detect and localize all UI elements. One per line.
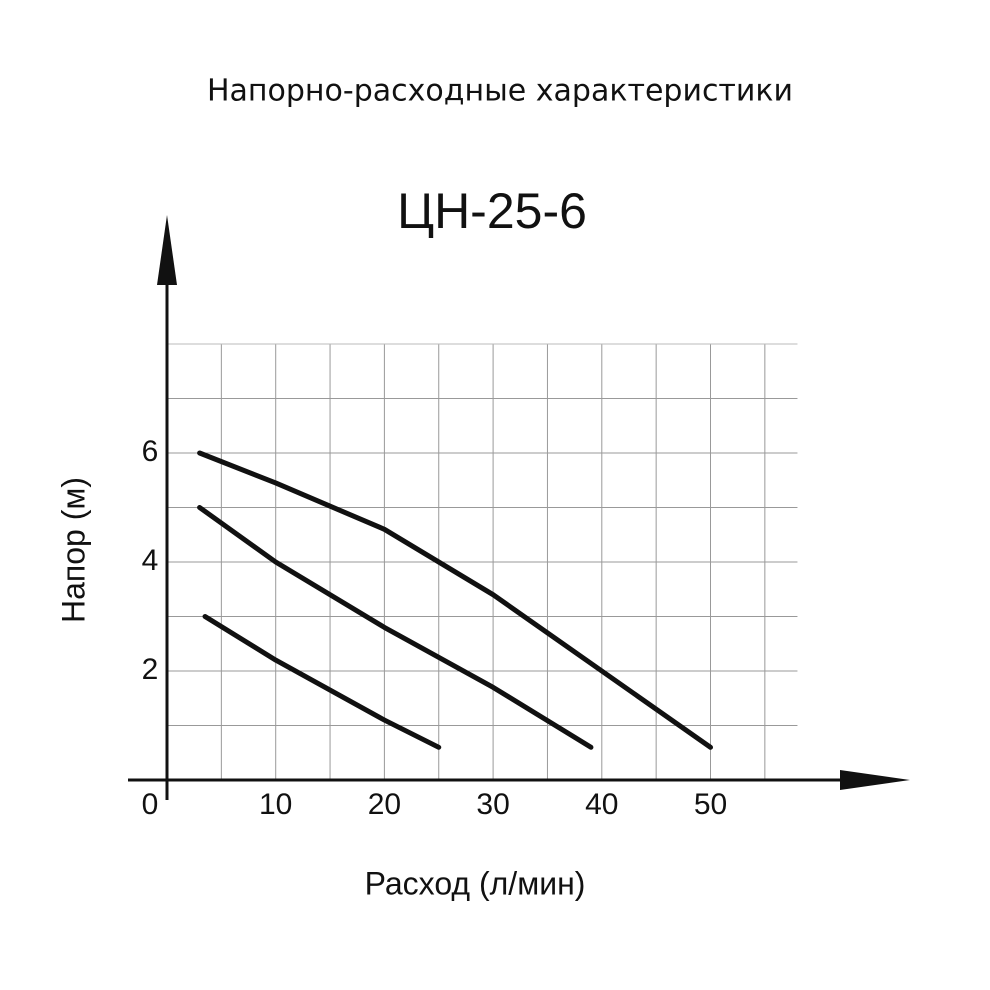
y-tick-label: 6 <box>142 435 159 468</box>
x-tick-label: 50 <box>694 788 727 821</box>
x-axis-label: Расход (л/мин) <box>365 865 586 901</box>
x-tick-label: 40 <box>585 788 618 821</box>
curve <box>202 614 442 750</box>
y-axis-label: Напор (м) <box>55 477 91 623</box>
x-tick-label: 30 <box>476 788 509 821</box>
curve <box>197 450 713 750</box>
chart-subtitle: ЦН-25-6 <box>397 183 587 239</box>
x-axis-arrow <box>840 770 910 790</box>
x-tick-label: 20 <box>368 788 401 821</box>
x-tick-label: 0 <box>142 788 159 821</box>
curve <box>197 505 594 750</box>
y-tick-label: 4 <box>142 544 159 577</box>
y-tick-label: 2 <box>142 653 159 686</box>
grid <box>167 343 798 780</box>
y-axis-arrow <box>157 215 177 285</box>
x-tick-label: 10 <box>259 788 292 821</box>
chart-title: Напорно-расходные характеристики <box>207 74 793 109</box>
